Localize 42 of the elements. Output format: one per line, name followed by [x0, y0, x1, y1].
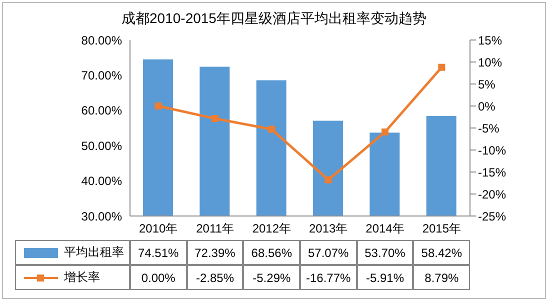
- data-label: -5.29%: [243, 265, 300, 290]
- y2-tick-label: -10%: [478, 143, 506, 158]
- y2-tick-label: 0%: [478, 99, 496, 114]
- y2-tick-label: 5%: [478, 77, 496, 92]
- point: [438, 64, 446, 71]
- y-tick-label: 80.00%: [81, 33, 122, 48]
- data-label: -2.85%: [186, 265, 244, 290]
- data-label: 72.39%: [186, 240, 244, 265]
- data-label: 68.56%: [243, 240, 300, 265]
- y2-tick-label: 15%: [478, 33, 502, 48]
- chart-title: 成都2010-2015年四星级酒店平均出租率变动趋势: [120, 10, 428, 28]
- point: [382, 128, 388, 136]
- x-tick-label: 2010年: [138, 222, 178, 236]
- x-tick-label: 2015年: [422, 222, 462, 236]
- y2-tick-label: -5%: [478, 121, 500, 136]
- x-tick-label: 2011年: [196, 222, 234, 236]
- x-tick-label: 2012年: [252, 222, 292, 236]
- data-label: 58.42%: [413, 240, 470, 265]
- y2-tick-label: -25%: [478, 209, 506, 224]
- data-label: 8.79%: [413, 265, 470, 290]
- point: [324, 176, 332, 184]
- x-tick-label: 2014年: [366, 222, 404, 236]
- data-label: 57.07%: [300, 240, 357, 265]
- y-tick-label: 30.00%: [81, 209, 122, 224]
- data-label: 0.00%: [130, 265, 187, 290]
- data-label: -16.77%: [300, 265, 357, 290]
- point: [212, 115, 218, 122]
- x-tick-label: 2013年: [308, 222, 348, 236]
- legend-label: 增长率: [64, 269, 100, 286]
- y-tick-label: 40.00%: [81, 174, 122, 188]
- y-tick-label: 50.00%: [81, 138, 122, 153]
- legend-label: 平均出租率: [64, 244, 124, 261]
- y2-tick-label: -20%: [478, 187, 506, 202]
- point: [268, 126, 276, 133]
- y2-tick-label: -15%: [478, 165, 506, 180]
- point: [154, 102, 162, 110]
- y2-tick-label: 10%: [478, 55, 502, 70]
- y-tick-label: 70.00%: [81, 68, 122, 82]
- data-label: 53.70%: [356, 240, 414, 265]
- data-label: -5.91%: [356, 265, 414, 290]
- data-label: 74.51%: [130, 240, 187, 265]
- y-tick-label: 60.00%: [81, 104, 122, 118]
